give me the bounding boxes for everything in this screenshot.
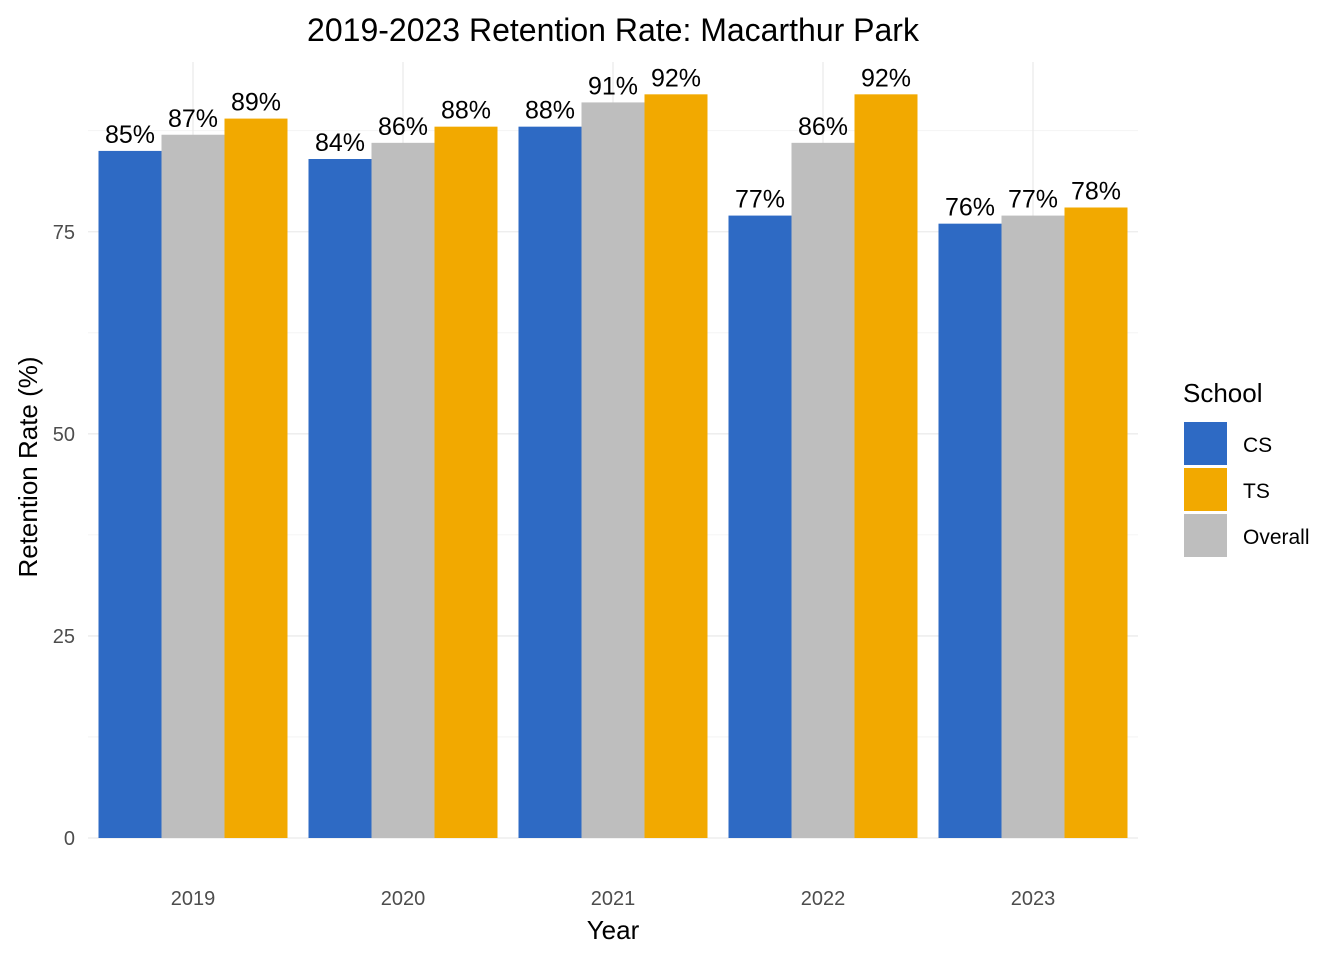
- y-tick-label: 75: [53, 222, 75, 244]
- data-label: 88%: [441, 97, 491, 125]
- data-label: 85%: [105, 121, 155, 149]
- bar-cs-2023: [938, 223, 1002, 838]
- x-tick-label: 2019: [171, 888, 216, 910]
- x-tick-label: 2020: [381, 888, 426, 910]
- data-label: 92%: [651, 64, 701, 92]
- data-label: 87%: [168, 105, 218, 133]
- bar-ts-2019: [224, 118, 288, 839]
- data-label: 76%: [945, 194, 995, 222]
- data-label: 84%: [315, 129, 365, 157]
- bars: [98, 94, 1128, 839]
- bar-cs-2020: [308, 159, 372, 838]
- y-axis-ticks: 0 25 50 75: [53, 222, 75, 850]
- bar-overall-2021: [581, 102, 645, 838]
- data-label: 91%: [588, 72, 638, 100]
- data-label: 89%: [231, 89, 281, 117]
- legend-label-ts: TS: [1243, 480, 1270, 503]
- bar-ts-2023: [1064, 207, 1128, 838]
- y-tick-label: 25: [53, 626, 75, 648]
- bar-cs-2022: [728, 215, 792, 839]
- chart-title: 2019-2023 Retention Rate: Macarthur Park: [307, 12, 920, 48]
- legend: School CS TS Overall: [1183, 378, 1310, 557]
- legend-key-ts: [1184, 468, 1227, 511]
- x-tick-label: 2021: [591, 888, 636, 910]
- bar-overall-2020: [371, 142, 435, 839]
- data-label: 92%: [861, 64, 911, 92]
- legend-key-cs: [1184, 422, 1227, 465]
- bar-overall-2022: [791, 142, 855, 839]
- x-axis-title: Year: [587, 915, 640, 945]
- bar-overall-2019: [161, 134, 225, 838]
- data-labels: 85% 87% 89% 84% 86% 88% 88% 91% 92% 77% 86% 92% 76% 7…: [105, 64, 1121, 221]
- bar-ts-2020: [434, 126, 498, 838]
- legend-label-overall: Overall: [1243, 526, 1310, 549]
- y-tick-label: 50: [53, 424, 75, 446]
- data-label: 88%: [525, 97, 575, 125]
- y-axis-title: Retention Rate (%): [13, 356, 43, 577]
- legend-label-cs: CS: [1243, 434, 1272, 457]
- x-tick-label: 2023: [1011, 888, 1056, 910]
- bar-cs-2019: [98, 150, 162, 838]
- bar-ts-2021: [644, 94, 708, 839]
- bar-ts-2022: [854, 94, 918, 839]
- legend-key-overall: [1184, 514, 1227, 557]
- data-label: 77%: [1008, 186, 1058, 214]
- x-tick-label: 2022: [801, 888, 846, 910]
- x-axis-ticks: 2019 2020 2021 2022 2023: [171, 888, 1056, 910]
- data-label: 77%: [735, 186, 785, 214]
- legend-title: School: [1183, 378, 1263, 408]
- data-label: 86%: [798, 113, 848, 141]
- data-label: 86%: [378, 113, 428, 141]
- y-tick-label: 0: [64, 828, 75, 850]
- bar-cs-2021: [518, 126, 582, 838]
- bar-overall-2023: [1001, 215, 1065, 839]
- data-label: 78%: [1071, 178, 1121, 206]
